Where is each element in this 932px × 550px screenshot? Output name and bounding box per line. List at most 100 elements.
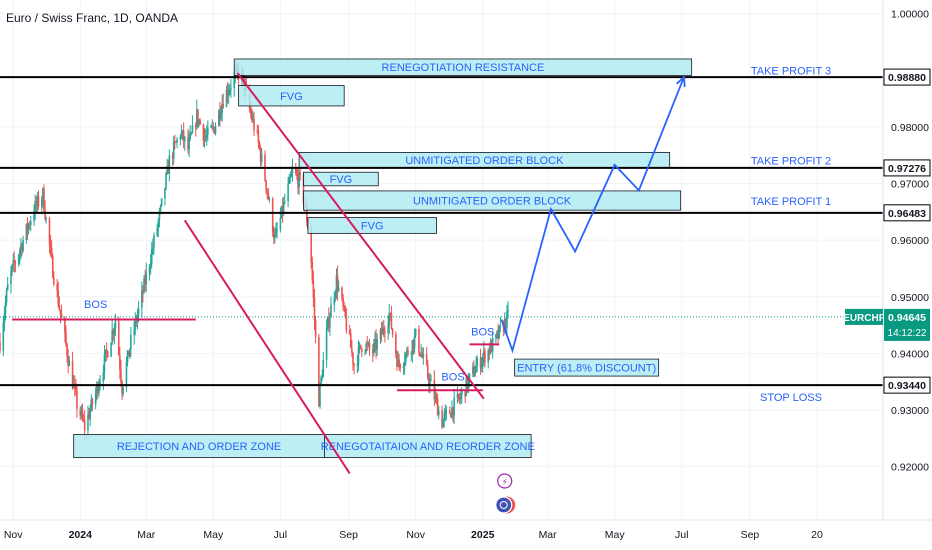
candle-body (289, 176, 292, 178)
candle-body (87, 414, 89, 431)
candle-body (142, 290, 144, 293)
event-icons[interactable]: ⚡ (495, 473, 517, 515)
candle-body (336, 275, 339, 291)
candle-body (103, 354, 106, 373)
candle-body (358, 344, 361, 347)
candle-body (335, 275, 338, 293)
candle-body (205, 134, 208, 139)
candle-body (404, 353, 407, 362)
level-price-tag[interactable] (883, 376, 931, 394)
candle-body (12, 260, 14, 266)
candle-body (349, 333, 352, 349)
candle-body (59, 309, 62, 314)
candle-body (175, 142, 177, 144)
candle-body (273, 232, 275, 239)
candle-body (220, 113, 222, 118)
candle-body (56, 284, 58, 291)
horizontal-levels[interactable] (0, 76, 883, 387)
candle-body (4, 302, 7, 314)
candle-body (104, 349, 107, 355)
candle-body (79, 408, 82, 416)
candle-body (95, 384, 98, 393)
zone-label: FVG (361, 220, 384, 232)
candle-body (191, 124, 194, 134)
candle-body (181, 130, 184, 133)
projection-line[interactable] (500, 76, 685, 354)
candle-body (202, 124, 205, 141)
candle-body (473, 366, 475, 377)
candle-body (127, 350, 130, 357)
candle-body (391, 328, 394, 335)
candle-body (251, 113, 253, 120)
time-tick-label: Nov (406, 529, 425, 541)
candle-body (503, 318, 506, 332)
candle-body (28, 224, 31, 226)
level-annotation: TAKE PROFIT 2 (751, 155, 831, 167)
candle-body (390, 313, 393, 329)
candle-body (265, 180, 267, 190)
candle-body (105, 349, 108, 352)
time-axis[interactable]: Nov 2024 Mar May Jul Sep Nov 2025 Mar May Jul Sep 20 (4, 529, 823, 541)
level-price-tag[interactable] (883, 68, 931, 86)
candle-body (20, 245, 22, 251)
candle-body (143, 278, 145, 293)
candle-body (153, 235, 155, 248)
candle-body (126, 350, 129, 363)
candle-body (318, 336, 320, 407)
level-price-tag[interactable] (883, 159, 931, 177)
trendlines[interactable] (183, 72, 485, 475)
candle-body (474, 372, 476, 377)
candle-body (27, 224, 30, 231)
time-tick-label: Mar (137, 529, 156, 541)
price-axis[interactable]: 1.00000 0.98000 0.97000 0.96000 0.95000 0.940… (843, 9, 931, 474)
candle-body (82, 418, 85, 420)
candle-body (83, 419, 86, 431)
candle-body (345, 316, 348, 331)
candle-body (327, 317, 330, 328)
current-price-tag[interactable] (884, 308, 930, 341)
trendline[interactable] (183, 219, 351, 475)
candle-body (37, 196, 40, 207)
candle-body (305, 207, 308, 223)
candle-body (410, 353, 413, 355)
candle-body (157, 220, 160, 228)
lightning-icon[interactable] (497, 473, 513, 489)
candle-body (487, 349, 490, 363)
candle-body (11, 265, 13, 271)
candle-body (343, 306, 345, 308)
candle-body (371, 349, 374, 353)
candle-body (256, 130, 259, 132)
candle-body (252, 118, 254, 120)
flag-icon-ring (499, 501, 508, 509)
symbol-tag[interactable] (845, 308, 883, 325)
time-tick-label: 2025 (471, 529, 495, 541)
candle-body (475, 365, 477, 373)
zone-label: REJECTION AND ORDER ZONE (117, 441, 281, 453)
price-tick-label: 0.94000 (891, 348, 929, 360)
candle-body (320, 377, 322, 384)
candle-body (342, 297, 344, 307)
candle-body (279, 217, 282, 230)
candle-body (422, 354, 425, 358)
candle-body (13, 260, 16, 264)
candle-body (45, 218, 47, 220)
candle-body (190, 133, 193, 135)
candle-body (452, 407, 454, 416)
bos-label: BOS (471, 326, 494, 338)
candle-body (480, 363, 483, 369)
candle-body (164, 188, 166, 199)
candle-body (413, 335, 416, 348)
trendline[interactable] (236, 72, 485, 400)
candle-body (472, 366, 474, 374)
candle-body (464, 390, 466, 397)
candle-body (166, 166, 168, 174)
candle-body (442, 419, 444, 428)
candle-body (97, 384, 99, 394)
level-price-tag[interactable] (883, 204, 931, 222)
projection-arrowhead[interactable] (675, 75, 686, 88)
candle-body (499, 325, 502, 327)
flag-icon[interactable] (495, 496, 513, 514)
zone-box (307, 217, 437, 234)
projection-path[interactable] (500, 75, 686, 354)
